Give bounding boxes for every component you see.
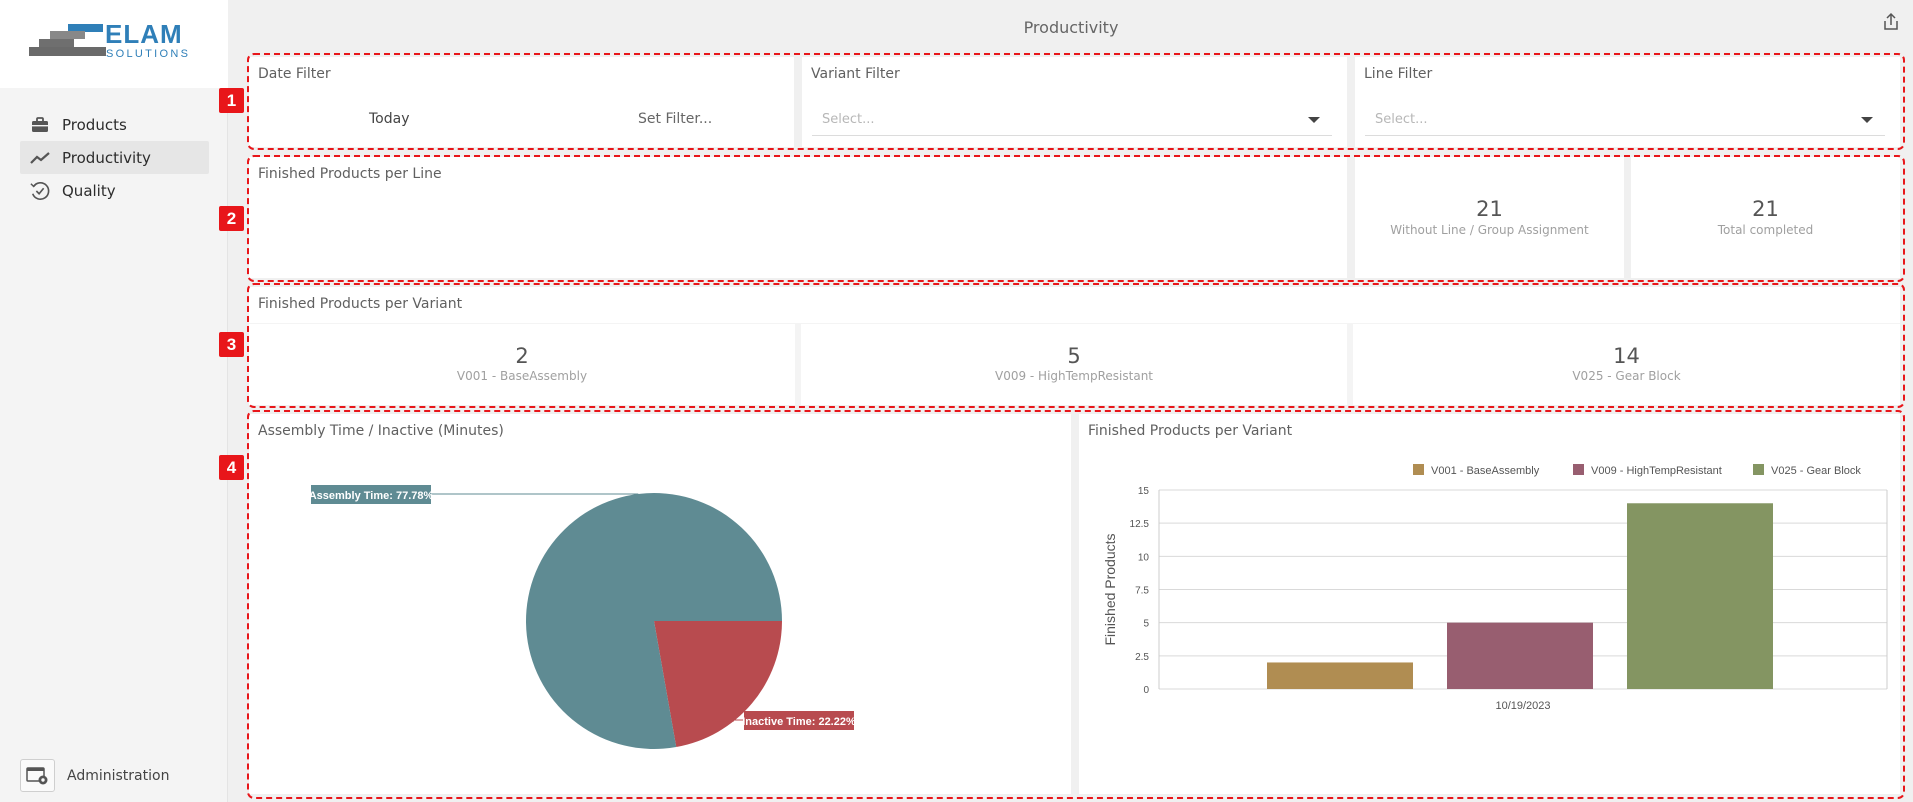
kpi-variant-v009: 5 V009 - HighTempResistant xyxy=(801,324,1347,405)
pie-label-inactive: Inactive Time: 22.22% xyxy=(742,711,856,730)
annotation-marker-4: 4 xyxy=(219,455,244,480)
sidebar-item-quality[interactable]: Quality xyxy=(20,174,209,207)
kpi-label: Total completed xyxy=(1717,223,1814,237)
products-per-variant-panel: Finished Products per Variant 2 V001 - B… xyxy=(249,287,1900,405)
page-title: Productivity xyxy=(1023,18,1119,37)
legend-item: V009 - HighTempResistant xyxy=(1573,464,1722,477)
x-tick-label: 10/19/2023 xyxy=(1495,700,1550,712)
chevron-down-icon xyxy=(1861,117,1873,123)
clock-check-icon xyxy=(30,181,50,201)
main-content: Productivity Date Filter Today Set Filte… xyxy=(229,0,1913,802)
trend-line-icon xyxy=(30,148,50,168)
assembly-time-panel: Assembly Time / Inactive (Minutes) Assem… xyxy=(249,414,1071,794)
kpi-total-completed: 21 Total completed xyxy=(1631,157,1900,278)
legend-swatch xyxy=(1573,464,1584,475)
pie-chart-title: Assembly Time / Inactive (Minutes) xyxy=(258,423,504,439)
variant-filter-panel: Variant Filter Select... xyxy=(802,57,1347,147)
kpi-label: Without Line / Group Assignment xyxy=(1390,223,1589,237)
kpi-label: V025 - Gear Block xyxy=(1572,369,1681,383)
pie-slice-inactive xyxy=(654,621,782,748)
y-tick-label: 15 xyxy=(1138,486,1150,497)
legend-label: V009 - HighTempResistant xyxy=(1591,465,1722,477)
kpi-value: 21 xyxy=(1752,197,1779,221)
pie-label-bg xyxy=(744,711,854,730)
products-per-line-panel: Finished Products per Line xyxy=(249,157,1347,278)
pie-label-text: Inactive Time: 22.22% xyxy=(742,716,856,728)
kpi-variant-v001: 2 V001 - BaseAssembly xyxy=(249,324,795,405)
logo: ELAM SOLUTIONS xyxy=(0,0,228,88)
annotation-box-2 xyxy=(247,155,1905,282)
legend-label: V001 - BaseAssembly xyxy=(1431,465,1540,477)
logo-main-text: ELAM xyxy=(105,19,183,49)
pie-leader-inactive xyxy=(698,719,744,722)
administration-label: Administration xyxy=(67,767,170,784)
elam-logo-graphic: ELAM SOLUTIONS xyxy=(29,19,190,60)
date-filter-panel: Date Filter Today Set Filter... xyxy=(249,57,794,147)
admin-settings-icon xyxy=(20,759,55,792)
products-per-line-title: Finished Products per Line xyxy=(258,166,442,182)
kpi-label: V009 - HighTempResistant xyxy=(994,369,1154,383)
briefcase-icon xyxy=(30,115,50,135)
chevron-down-icon xyxy=(1308,117,1320,123)
annotation-marker-1: 1 xyxy=(219,88,244,113)
pie-label-bg xyxy=(311,485,431,504)
y-tick-label: 7.5 xyxy=(1135,586,1149,597)
pie-slice-assembly xyxy=(526,492,782,749)
legend-swatch xyxy=(1413,464,1424,475)
sidebar-item-products[interactable]: Products xyxy=(20,108,209,141)
legend-swatch xyxy=(1753,464,1764,475)
variant-select-placeholder: Select... xyxy=(822,112,875,127)
pie-label-assembly: Assembly Time: 77.78% xyxy=(309,485,434,504)
date-filter-title: Date Filter xyxy=(258,66,331,82)
kpi-value: 14 xyxy=(1613,344,1640,368)
administration-button[interactable]: Administration xyxy=(20,759,169,792)
bar-v025 xyxy=(1627,503,1773,689)
y-tick-label: 0 xyxy=(1143,685,1149,696)
annotation-box-4 xyxy=(247,410,1905,799)
y-axis-label: Finished Products xyxy=(1102,533,1118,645)
line-select-placeholder: Select... xyxy=(1375,112,1428,127)
y-tick-label: 10 xyxy=(1138,552,1150,563)
annotation-box-3 xyxy=(247,283,1905,408)
set-filter-button[interactable]: Set Filter... xyxy=(638,111,713,127)
legend-label: V025 - Gear Block xyxy=(1771,465,1861,477)
bar-chart: V001 - BaseAssembly V009 - HighTempResist… xyxy=(1102,464,1888,712)
sidebar: ELAM SOLUTIONS Products Productivity Qua… xyxy=(0,0,228,802)
kpi-value: 5 xyxy=(1067,344,1081,368)
logo-sub-text: SOLUTIONS xyxy=(106,48,190,60)
annotation-marker-3: 3 xyxy=(219,332,244,357)
y-tick-label: 12.5 xyxy=(1130,519,1150,530)
variant-filter-title: Variant Filter xyxy=(811,66,900,82)
legend-item: V001 - BaseAssembly xyxy=(1413,464,1540,477)
pie-label-text: Assembly Time: 77.78% xyxy=(309,490,434,502)
legend-item: V025 - Gear Block xyxy=(1753,464,1861,477)
annotation-box-1 xyxy=(247,53,1905,150)
kpi-variant-v025: 14 V025 - Gear Block xyxy=(1353,324,1900,405)
bar-chart-title: Finished Products per Variant xyxy=(1088,423,1293,439)
sidebar-item-label: Products xyxy=(62,115,127,134)
sidebar-nav: Products Productivity Quality xyxy=(20,108,209,207)
products-per-variant-title: Finished Products per Variant xyxy=(258,296,463,312)
variant-bar-chart-panel: Finished Products per Variant V001 - Bas… xyxy=(1079,414,1900,794)
line-filter-title: Line Filter xyxy=(1364,66,1433,82)
y-tick-label: 5 xyxy=(1143,619,1149,630)
y-tick-label: 2.5 xyxy=(1135,652,1149,663)
sidebar-item-label: Quality xyxy=(62,181,116,200)
line-filter-panel: Line Filter Select... xyxy=(1355,57,1900,147)
sidebar-item-label: Productivity xyxy=(62,148,151,167)
line-select[interactable]: Select... xyxy=(1365,104,1885,136)
pie-chart: Assembly Time: 77.78% Inactive Time: 22.2… xyxy=(309,485,856,749)
annotation-marker-2: 2 xyxy=(219,206,244,231)
kpi-label: V001 - BaseAssembly xyxy=(456,369,588,383)
variant-select[interactable]: Select... xyxy=(812,104,1332,136)
today-button[interactable]: Today xyxy=(369,111,410,127)
share-icon[interactable] xyxy=(1881,12,1901,32)
bar-v009 xyxy=(1447,622,1593,689)
products-per-variant-header: Finished Products per Variant xyxy=(249,287,1900,323)
bar-v001 xyxy=(1267,662,1413,689)
kpi-value: 21 xyxy=(1476,197,1503,221)
kpi-without-line: 21 Without Line / Group Assignment xyxy=(1355,157,1624,278)
kpi-value: 2 xyxy=(515,344,529,368)
sidebar-item-productivity[interactable]: Productivity xyxy=(20,141,209,174)
